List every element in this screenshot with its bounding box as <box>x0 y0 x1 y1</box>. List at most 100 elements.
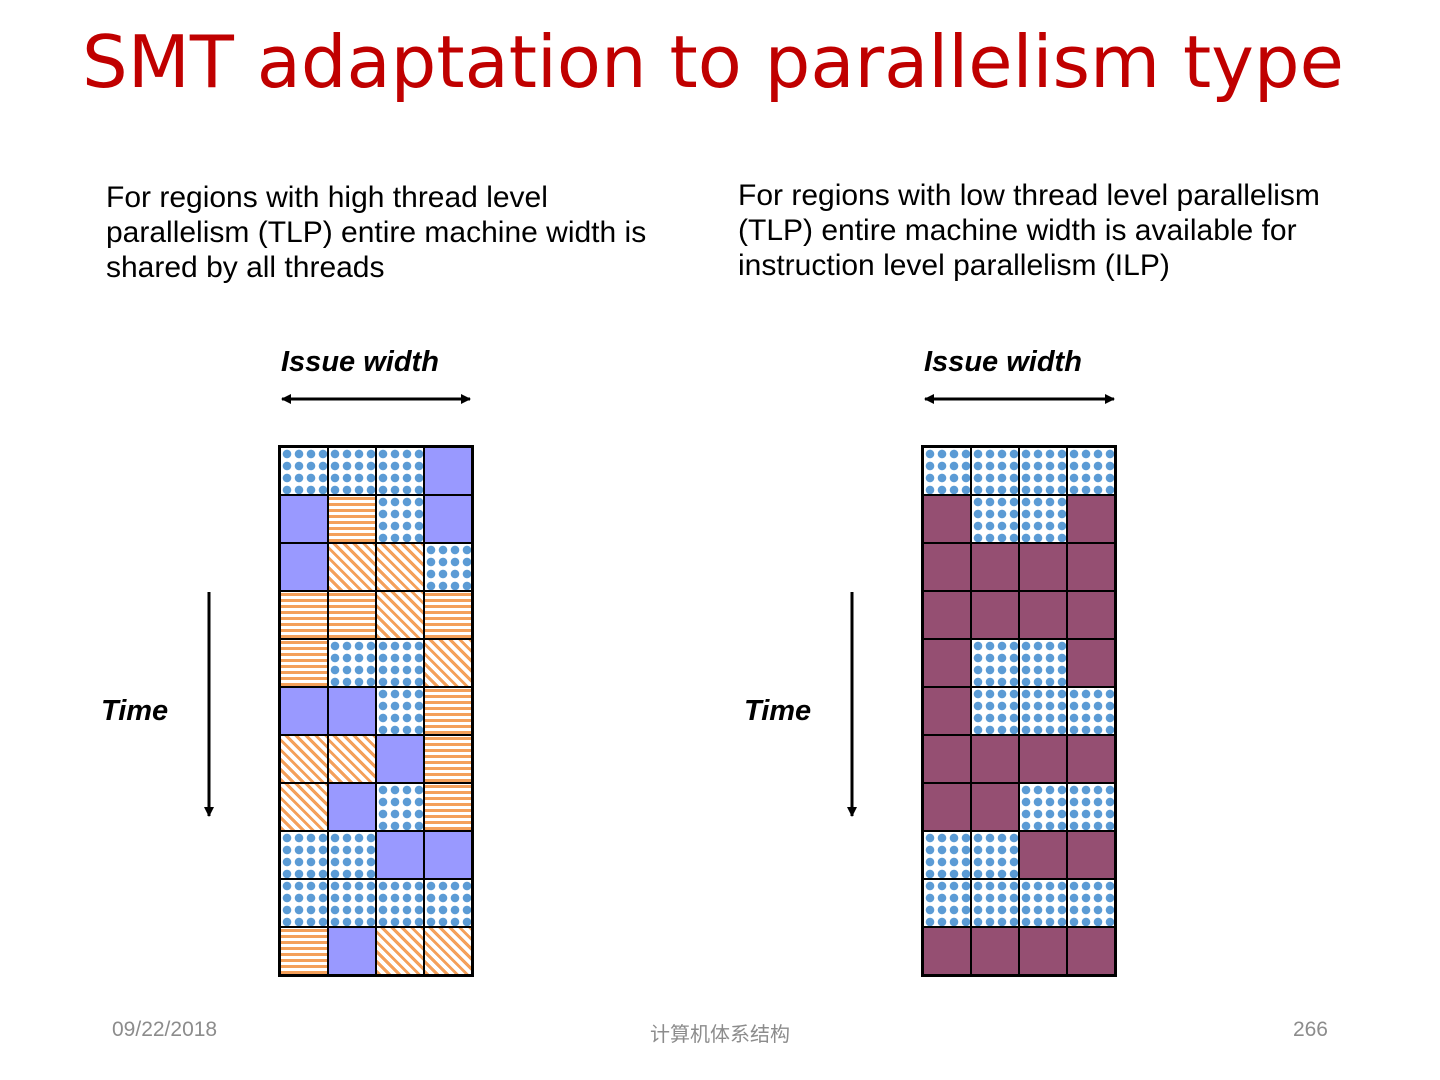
right-slot-r1-c3-checker <box>1020 448 1066 494</box>
left-issue-slot-grid <box>278 445 474 977</box>
left-slot-r7-c3-solid <box>377 736 423 782</box>
left-slot-r6-c1-solid <box>281 688 327 734</box>
left-slot-r11-c3-dstripe <box>377 928 423 974</box>
left-slot-r3-c2-dstripe <box>329 544 375 590</box>
right-slot-r6-c1-maroon <box>924 688 970 734</box>
footer-page-number: 266 <box>1292 1018 1328 1041</box>
right-slot-r7-c4-maroon <box>1068 736 1114 782</box>
right-slot-r8-c3-checker <box>1020 784 1066 830</box>
right-slot-r2-c1-maroon <box>924 496 970 542</box>
left-slot-r3-c3-dstripe <box>377 544 423 590</box>
right-slot-r7-c3-maroon <box>1020 736 1066 782</box>
left-slot-r6-c2-solid <box>329 688 375 734</box>
slide-title: SMT adaptation to parallelism type <box>82 20 1344 104</box>
right-slot-r5-c4-maroon <box>1068 640 1114 686</box>
left-slot-r1-c1-checker <box>281 448 327 494</box>
left-slot-r3-c1-solid <box>281 544 327 590</box>
left-slot-r10-c3-checker <box>377 880 423 926</box>
left-slot-r10-c4-checker <box>425 880 471 926</box>
left-slot-r11-c1-hstripe <box>281 928 327 974</box>
left-slot-r4-c2-hstripe <box>329 592 375 638</box>
left-slot-r2-c1-solid <box>281 496 327 542</box>
right-slot-r3-c1-maroon <box>924 544 970 590</box>
left-slot-r9-c4-solid <box>425 832 471 878</box>
left-slot-r5-c4-dstripe <box>425 640 471 686</box>
left-slot-r3-c4-checker <box>425 544 471 590</box>
left-slot-r9-c2-checker <box>329 832 375 878</box>
left-slot-r10-c1-checker <box>281 880 327 926</box>
left-slot-r2-c2-hstripe <box>329 496 375 542</box>
right-issue-width-label: Issue width <box>924 346 1082 378</box>
right-slot-r6-c2-checker <box>972 688 1018 734</box>
right-slot-r5-c1-maroon <box>924 640 970 686</box>
left-slot-r7-c4-hstripe <box>425 736 471 782</box>
left-slot-r10-c2-checker <box>329 880 375 926</box>
right-slot-r5-c2-checker <box>972 640 1018 686</box>
left-slot-r6-c4-hstripe <box>425 688 471 734</box>
left-slot-r8-c2-solid <box>329 784 375 830</box>
left-slot-r1-c3-checker <box>377 448 423 494</box>
right-slot-r10-c3-checker <box>1020 880 1066 926</box>
left-slot-r8-c3-checker <box>377 784 423 830</box>
left-slot-r1-c2-checker <box>329 448 375 494</box>
right-slot-r8-c1-maroon <box>924 784 970 830</box>
left-slot-r7-c1-dstripe <box>281 736 327 782</box>
right-slot-r6-c3-checker <box>1020 688 1066 734</box>
right-slot-r10-c4-checker <box>1068 880 1114 926</box>
right-slot-r11-c3-maroon <box>1020 928 1066 974</box>
right-slot-r1-c1-checker <box>924 448 970 494</box>
right-slot-r10-c2-checker <box>972 880 1018 926</box>
right-slot-r4-c4-maroon <box>1068 592 1114 638</box>
right-slot-r8-c2-maroon <box>972 784 1018 830</box>
right-slot-r4-c1-maroon <box>924 592 970 638</box>
left-slot-r9-c1-checker <box>281 832 327 878</box>
right-slot-r10-c1-checker <box>924 880 970 926</box>
footer-date: 09/22/2018 <box>112 1018 218 1041</box>
right-slot-r1-c4-checker <box>1068 448 1114 494</box>
right-slot-r4-c2-maroon <box>972 592 1018 638</box>
right-slot-r8-c4-checker <box>1068 784 1114 830</box>
right-slot-r9-c2-checker <box>972 832 1018 878</box>
left-slot-r7-c2-dstripe <box>329 736 375 782</box>
right-slot-r6-c4-checker <box>1068 688 1114 734</box>
right-slot-r11-c1-maroon <box>924 928 970 974</box>
right-slot-r3-c3-maroon <box>1020 544 1066 590</box>
right-slot-r9-c4-maroon <box>1068 832 1114 878</box>
left-slot-r5-c1-hstripe <box>281 640 327 686</box>
left-slot-r4-c3-dstripe <box>377 592 423 638</box>
right-description: For regions with low thread level parall… <box>738 179 1320 282</box>
right-issue-slot-grid <box>921 445 1117 977</box>
right-slot-r11-c4-maroon <box>1068 928 1114 974</box>
left-slot-r1-c4-solid <box>425 448 471 494</box>
left-slot-r11-c2-solid <box>329 928 375 974</box>
right-slot-r9-c1-checker <box>924 832 970 878</box>
left-slot-r2-c4-solid <box>425 496 471 542</box>
left-issue-width-label: Issue width <box>281 346 439 378</box>
left-description: For regions with high thread level paral… <box>106 181 647 284</box>
left-time-label: Time <box>101 695 169 727</box>
left-slot-r2-c3-checker <box>377 496 423 542</box>
right-slot-r3-c2-maroon <box>972 544 1018 590</box>
right-slot-r2-c2-checker <box>972 496 1018 542</box>
left-slot-r9-c3-solid <box>377 832 423 878</box>
right-slot-r5-c3-checker <box>1020 640 1066 686</box>
footer-course-title: 计算机体系结构 <box>650 1022 790 1046</box>
left-slot-r5-c3-checker <box>377 640 423 686</box>
right-slot-r2-c4-maroon <box>1068 496 1114 542</box>
right-time-label: Time <box>744 695 812 727</box>
left-slot-r8-c1-dstripe <box>281 784 327 830</box>
right-slot-r11-c2-maroon <box>972 928 1018 974</box>
left-slot-r11-c4-dstripe <box>425 928 471 974</box>
right-slot-r3-c4-maroon <box>1068 544 1114 590</box>
left-slot-r8-c4-hstripe <box>425 784 471 830</box>
left-slot-r5-c2-checker <box>329 640 375 686</box>
left-slot-r4-c1-hstripe <box>281 592 327 638</box>
right-slot-r9-c3-maroon <box>1020 832 1066 878</box>
right-slot-r1-c2-checker <box>972 448 1018 494</box>
right-slot-r7-c1-maroon <box>924 736 970 782</box>
left-slot-r6-c3-checker <box>377 688 423 734</box>
right-slot-r7-c2-maroon <box>972 736 1018 782</box>
right-slot-r2-c3-checker <box>1020 496 1066 542</box>
right-slot-r4-c3-maroon <box>1020 592 1066 638</box>
